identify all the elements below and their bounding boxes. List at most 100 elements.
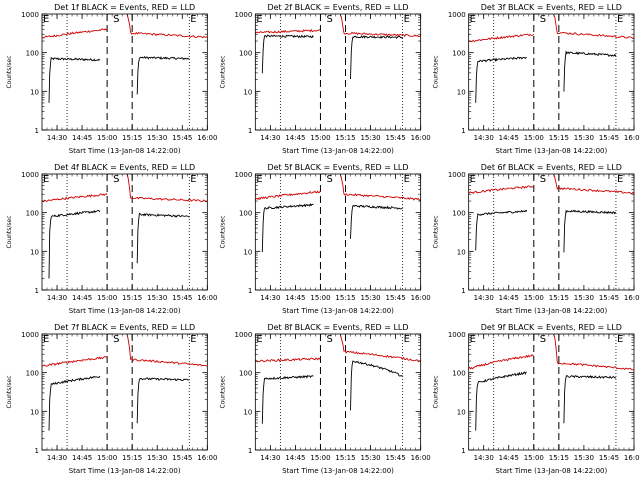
x-tick-label: 16:00 — [411, 294, 431, 302]
y-tick-label: 100 — [452, 50, 465, 58]
x-tick-label: 14:30 — [260, 134, 280, 142]
x-axis-label: Start Time (13-Jan-08 14:22:00) — [495, 307, 607, 315]
plot-frame — [254, 13, 422, 131]
lld-line-segment-3 — [340, 14, 421, 38]
event-marker-label: E — [404, 14, 410, 25]
x-axis-label: Start Time (13-Jan-08 14:22:00) — [69, 307, 181, 315]
events-line-segment-1 — [48, 375, 101, 431]
x-tick-label: 14:45 — [499, 134, 519, 142]
x-tick-label: 16:00 — [197, 134, 217, 142]
events-line-segment-2 — [563, 50, 617, 92]
x-tick-label: 15:30 — [147, 454, 167, 462]
x-tick-label: 15:15 — [122, 294, 142, 302]
x-tick-label: 15:15 — [122, 134, 142, 142]
x-tick-label: 14:45 — [72, 134, 92, 142]
x-tick-label: 15:30 — [574, 294, 594, 302]
chart-panel-1: Det 1f BLACK = Events, RED = LLD Start Ti… — [6, 3, 217, 155]
events-line-segment-1 — [475, 371, 527, 431]
events-line-segment-1 — [261, 34, 314, 74]
x-tick-label: 14:30 — [47, 294, 67, 302]
x-tick-label: 15:45 — [599, 294, 619, 302]
y-tick-label: 10 — [243, 408, 252, 416]
lld-line-segment-1 — [41, 28, 108, 39]
y-tick-label: 100 — [26, 210, 39, 218]
x-tick-label: 14:45 — [499, 454, 519, 462]
lld-line-segment-3 — [553, 173, 635, 195]
x-axis-label: Start Time (13-Jan-08 14:22:00) — [69, 467, 181, 475]
y-tick-label: 1 — [35, 287, 39, 295]
event-marker-label: S — [113, 334, 119, 345]
y-tick-label: 100 — [26, 370, 39, 378]
y-axis-label: Counts/sec — [6, 55, 13, 88]
events-line-segment-1 — [475, 56, 527, 103]
y-tick-label: 1 — [461, 287, 465, 295]
plot-frame — [41, 333, 208, 451]
x-tick-label: 15:00 — [97, 134, 117, 142]
event-marker-label: E — [617, 174, 623, 185]
event-marker-label: E — [404, 174, 410, 185]
x-tick-label: 15:45 — [172, 294, 192, 302]
y-axis-label: Counts/sec — [6, 215, 13, 248]
x-tick-label: 14:45 — [499, 294, 519, 302]
chart-title: Det 1f BLACK = Events, RED = LLD — [54, 3, 195, 12]
x-tick-label: 15:15 — [335, 134, 355, 142]
x-tick-label: 16:00 — [197, 454, 217, 462]
x-tick-label: 15:45 — [386, 294, 406, 302]
lld-line-segment-3 — [126, 334, 208, 367]
lld-line-segment-3 — [340, 174, 421, 201]
x-tick-label: 15:30 — [147, 294, 167, 302]
y-tick-label: 1000 — [448, 171, 466, 179]
y-axis-label: Counts/sec — [6, 375, 13, 408]
y-tick-label: 1000 — [235, 331, 253, 339]
event-marker-label: E — [470, 334, 476, 345]
x-axis-label: Start Time (13-Jan-08 14:22:00) — [495, 147, 607, 155]
events-line-segment-2 — [136, 55, 190, 95]
y-axis-label: Counts/sec — [433, 55, 440, 88]
x-axis-label: Start Time (13-Jan-08 14:22:00) — [495, 467, 607, 475]
y-tick-label: 10 — [457, 248, 466, 256]
y-tick-label: 100 — [452, 370, 465, 378]
x-tick-label: 15:30 — [360, 454, 380, 462]
x-tick-label: 15:15 — [122, 454, 142, 462]
x-tick-label: 14:45 — [285, 294, 305, 302]
event-marker-label: S — [326, 14, 332, 25]
y-tick-label: 100 — [239, 370, 252, 378]
x-axis-label: Start Time (13-Jan-08 14:22:00) — [282, 307, 394, 315]
lld-line-segment-1 — [41, 192, 108, 203]
x-tick-label: 16:00 — [197, 294, 217, 302]
y-axis-label: Counts/sec — [219, 215, 226, 248]
x-tick-label: 15:00 — [97, 454, 117, 462]
x-tick-label: 14:45 — [72, 294, 92, 302]
event-marker-label: E — [617, 334, 623, 345]
chart-panel-7: Det 7f BLACK = Events, RED = LLD Start Ti… — [6, 323, 217, 475]
event-marker-label: E — [617, 14, 623, 25]
event-marker-label: S — [540, 174, 546, 185]
event-marker-label: E — [43, 14, 49, 25]
x-tick-label: 15:15 — [549, 454, 569, 462]
y-tick-label: 1000 — [448, 331, 466, 339]
y-tick-label: 100 — [26, 50, 39, 58]
x-tick-label: 16:00 — [624, 294, 640, 302]
x-tick-label: 15:00 — [310, 454, 330, 462]
chart-panel-5: Det 5f BLACK = Events, RED = LLD Start Ti… — [219, 163, 430, 315]
y-tick-label: 10 — [243, 88, 252, 96]
y-tick-label: 10 — [30, 88, 39, 96]
x-tick-label: 15:30 — [574, 134, 594, 142]
events-line-segment-2 — [563, 209, 617, 253]
x-axis-label: Start Time (13-Jan-08 14:22:00) — [69, 147, 181, 155]
chart-title: Det 3f BLACK = Events, RED = LLD — [481, 3, 622, 12]
lld-line-segment-3 — [126, 173, 208, 203]
x-tick-label: 14:30 — [474, 454, 494, 462]
events-line-segment-1 — [261, 375, 314, 424]
y-tick-label: 1000 — [448, 11, 466, 19]
y-axis-label: Counts/sec — [433, 375, 440, 408]
x-tick-label: 15:45 — [599, 134, 619, 142]
chart-title: Det 8f BLACK = Events, RED = LLD — [267, 323, 408, 332]
y-axis-label: Counts/sec — [433, 215, 440, 248]
y-tick-label: 1000 — [235, 171, 253, 179]
plot-frame — [468, 13, 635, 131]
chart-title: Det 7f BLACK = Events, RED = LLD — [54, 323, 195, 332]
chart-panel-6: Det 6f BLACK = Events, RED = LLD Start Ti… — [433, 163, 640, 315]
y-tick-label: 1000 — [235, 11, 253, 19]
